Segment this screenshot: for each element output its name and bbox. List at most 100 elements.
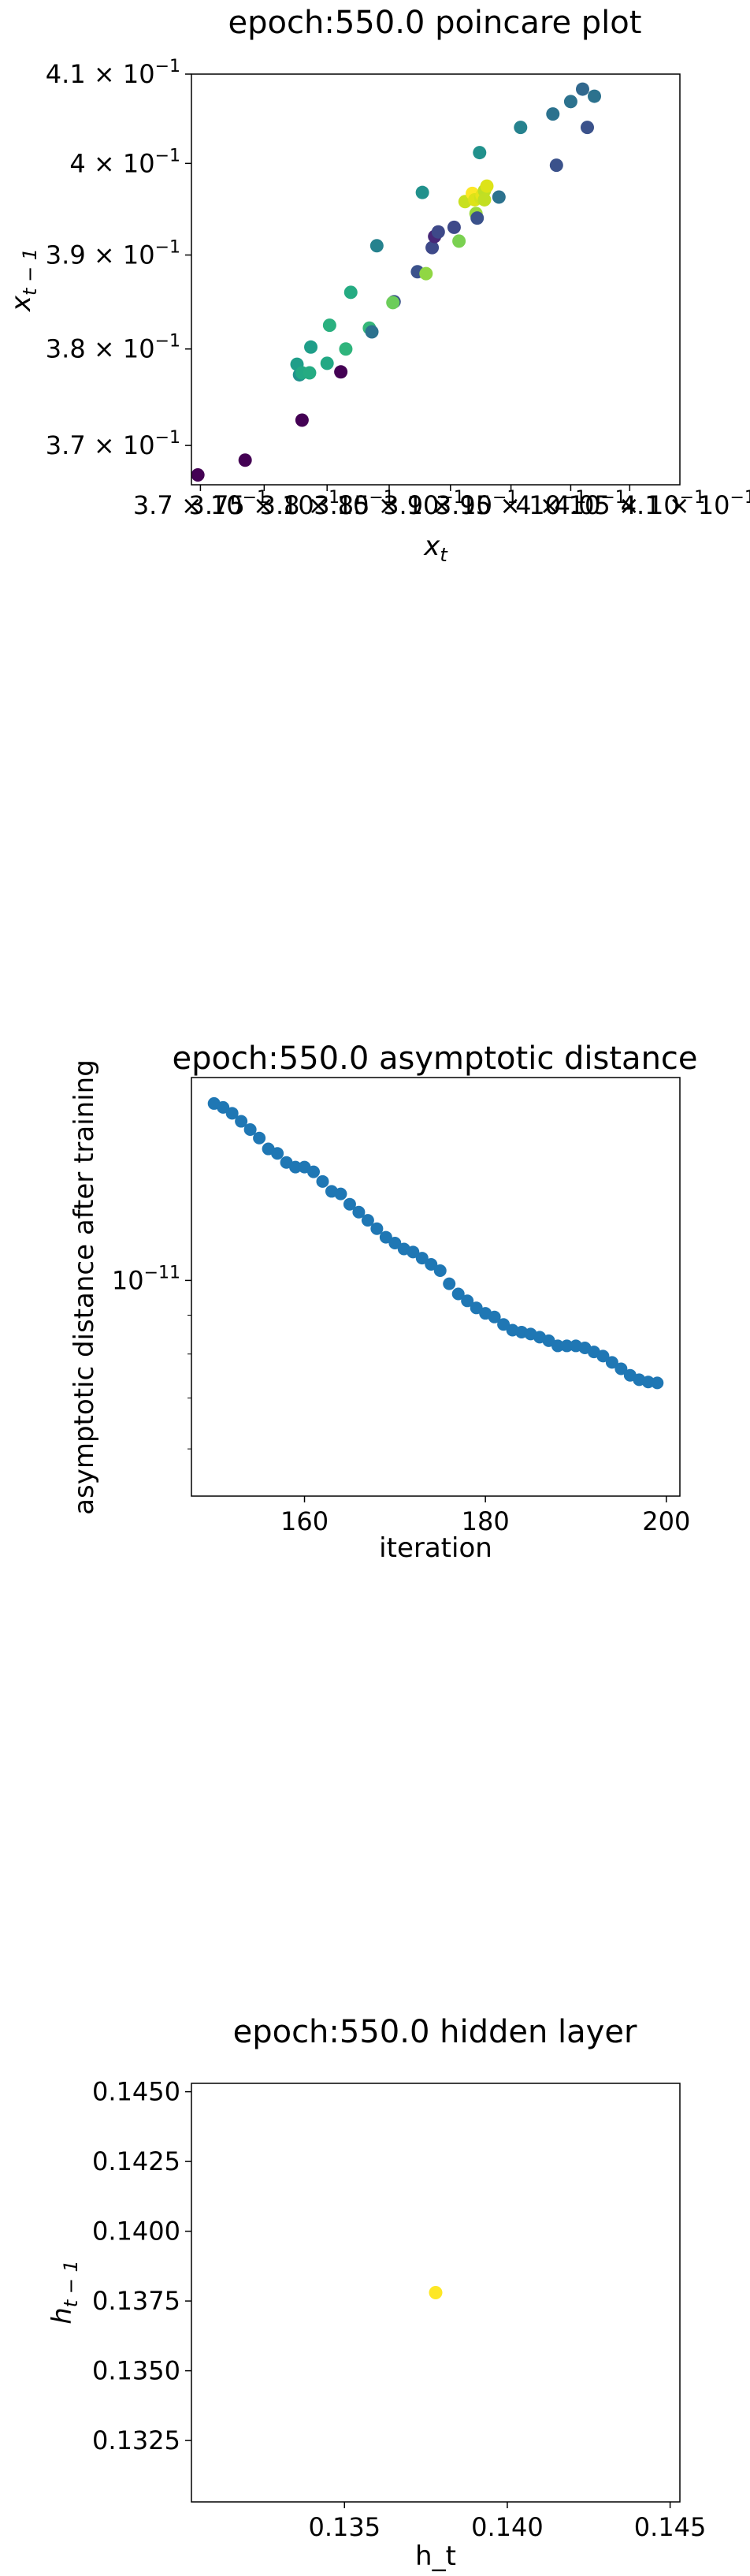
asymptotic-point-20 — [388, 1236, 402, 1249]
poincare-x-tick-label-4-exp: −1 — [492, 488, 518, 508]
asymptotic-y-tick-label-0: 10−11 — [112, 1263, 180, 1295]
poincare-point-8 — [320, 356, 334, 370]
poincare-point-19 — [415, 185, 429, 199]
poincare-point-43 — [580, 121, 594, 135]
poincare-y-tick-label-2-exp: −1 — [155, 238, 180, 258]
asymptotic-point-45 — [614, 1362, 628, 1375]
poincare-y-tick-label-1-base: 3.8 × 10 — [46, 334, 155, 364]
hidden-x-tick-label-0: 0.135 — [308, 2512, 381, 2542]
asymptotic-point-5 — [253, 1131, 266, 1145]
poincare-x-tick-label-8: 4.1 × 10−1 — [621, 488, 750, 520]
poincare-point-9 — [322, 318, 336, 333]
poincare-y-label-sub: t − 1 — [19, 248, 41, 296]
poincare-point-0 — [191, 467, 205, 482]
asymptotic-point-7 — [271, 1147, 284, 1160]
hidden-title: epoch:550.0 hidden layer — [233, 2014, 637, 2050]
asymptotic-x-label: iteration — [379, 1532, 492, 1564]
hidden-points — [429, 2286, 443, 2299]
poincare-y-tick-label-4-base: 4.1 × 10 — [46, 59, 155, 89]
asymptotic-point-17 — [361, 1214, 374, 1227]
poincare-y-ticks: 3.7 × 10−13.8 × 10−13.9 × 10−14 × 10−14.… — [46, 57, 191, 460]
poincare-axes-frame — [191, 73, 681, 486]
asymptotic-point-38 — [551, 1339, 564, 1353]
hidden-y-tick-label-2: 0.1375 — [92, 2286, 180, 2316]
hidden-y-tick-label-3: 0.1400 — [92, 2217, 180, 2247]
asymptotic-axes-frame — [191, 1077, 681, 1497]
poincare-point-37 — [492, 190, 506, 204]
poincare-y-tick-label-4-exp: −1 — [155, 57, 180, 76]
poincare-point-41 — [563, 95, 577, 109]
poincare-point-6 — [303, 366, 317, 380]
poincare-x-tick-label-3-exp: −1 — [439, 488, 464, 508]
poincare-x-tick-label-1-base: 3.75 × 10 — [189, 490, 314, 520]
poincare-y-label-x: x — [6, 295, 37, 312]
poincare-x-label-sub: t — [440, 544, 448, 566]
poincare-point-30 — [470, 211, 485, 225]
asymptotic-point-25 — [433, 1264, 447, 1278]
hidden-y-ticks: 0.1325 0.1350 0.1375 0.1400 0.1425 0.1450 — [92, 2077, 191, 2455]
poincare-y-label: xt − 1 — [6, 248, 41, 312]
poincare-y-tick-label-3: 4 × 10−1 — [69, 146, 180, 178]
poincare-y-tick-label-0: 3.7 × 10−1 — [46, 428, 180, 460]
poincare-y-tick-label-0-exp: −1 — [155, 428, 180, 448]
poincare-y-tick-label-4: 4.1 × 10−1 — [46, 57, 180, 89]
asymptotic-point-29 — [470, 1301, 483, 1315]
poincare-y-tick-label-1-exp: −1 — [155, 332, 180, 352]
asymptotic-point-11 — [307, 1165, 320, 1178]
hidden-y-label-h: h — [46, 2307, 78, 2325]
poincare-x-tick-label-0-exp: −1 — [243, 488, 268, 508]
hidden-x-ticks: 0.135 0.140 0.145 — [308, 2502, 706, 2542]
poincare-point-40 — [549, 158, 563, 173]
poincare-point-15 — [369, 239, 384, 253]
poincare-x-tick-label-3-base: 3.85 × 10 — [314, 490, 439, 520]
poincare-x-tick-label-1-exp: −1 — [314, 488, 340, 508]
poincare-x-tick-label-4-base: 3.9 × 10 — [383, 490, 492, 520]
poincare-x-tick-label-2: 3.8 × 10−1 — [260, 488, 395, 520]
poincare-point-12 — [343, 285, 358, 300]
asymptotic-point-14 — [334, 1187, 347, 1201]
asymptotic-points — [207, 1096, 664, 1390]
poincare-point-42 — [575, 82, 589, 96]
asymptotic-point-15 — [343, 1197, 356, 1211]
hidden-y-label-sub: t − 1 — [60, 2260, 82, 2307]
poincare-point-21 — [425, 240, 440, 255]
poincare-point-2 — [295, 413, 309, 427]
asymptotic-y-ticks: 10−11 — [112, 1263, 191, 1450]
poincare-chart: epoch:550.0 poincare plot 3.7 × 10−13.75… — [6, 5, 750, 566]
poincare-point-24 — [447, 220, 461, 234]
asymptotic-point-3 — [235, 1115, 248, 1128]
asymptotic-y-label: asymptotic distance after training — [69, 1059, 100, 1515]
poincare-point-1 — [238, 453, 252, 467]
poincare-x-tick-label-8-exp: −1 — [730, 488, 750, 508]
poincare-x-tick-label-7: 4.05 × 10−1 — [555, 488, 706, 520]
asymptotic-point-23 — [415, 1252, 429, 1265]
asymptotic-point-1 — [217, 1100, 230, 1114]
poincare-point-20 — [419, 266, 433, 281]
asymptotic-point-27 — [451, 1287, 465, 1301]
poincare-x-tick-label-8-base: 4.1 × 10 — [621, 490, 730, 520]
poincare-x-tick-label-5-exp: −1 — [561, 488, 586, 508]
poincare-x-ticks: 3.7 × 10−13.75 × 10−13.8 × 10−13.85 × 10… — [133, 485, 750, 520]
poincare-point-14 — [365, 325, 379, 339]
hidden-layer-chart: epoch:550.0 hidden layer 0.135 0.140 0.145… — [46, 2014, 706, 2572]
poincare-y-tick-label-0-base: 3.7 × 10 — [46, 430, 155, 460]
poincare-x-tick-label-7-exp: −1 — [680, 488, 705, 508]
hidden-y-tick-label-5: 0.1450 — [92, 2077, 180, 2107]
poincare-x-label: xt — [423, 530, 448, 566]
asymptotic-point-16 — [352, 1205, 366, 1219]
asymptotic-point-26 — [443, 1277, 456, 1290]
hidden-y-tick-label-4: 0.1425 — [92, 2146, 180, 2176]
poincare-point-23 — [431, 225, 445, 239]
poincare-x-tick-label-6-base: 4 × 10 — [515, 490, 600, 520]
asymptotic-point-31 — [488, 1310, 501, 1323]
poincare-point-36 — [477, 192, 492, 207]
hidden-x-tick-label-2: 0.145 — [634, 2512, 707, 2542]
asymptotic-point-2 — [225, 1107, 239, 1120]
asymptotic-x-tick-label-1: 180 — [462, 1506, 510, 1536]
poincare-point-10 — [334, 365, 348, 379]
asymptotic-point-18 — [370, 1222, 384, 1235]
asymptotic-point-49 — [651, 1376, 664, 1390]
poincare-point-38 — [514, 121, 528, 135]
poincare-y-tick-label-3-base: 4 × 10 — [69, 148, 154, 178]
